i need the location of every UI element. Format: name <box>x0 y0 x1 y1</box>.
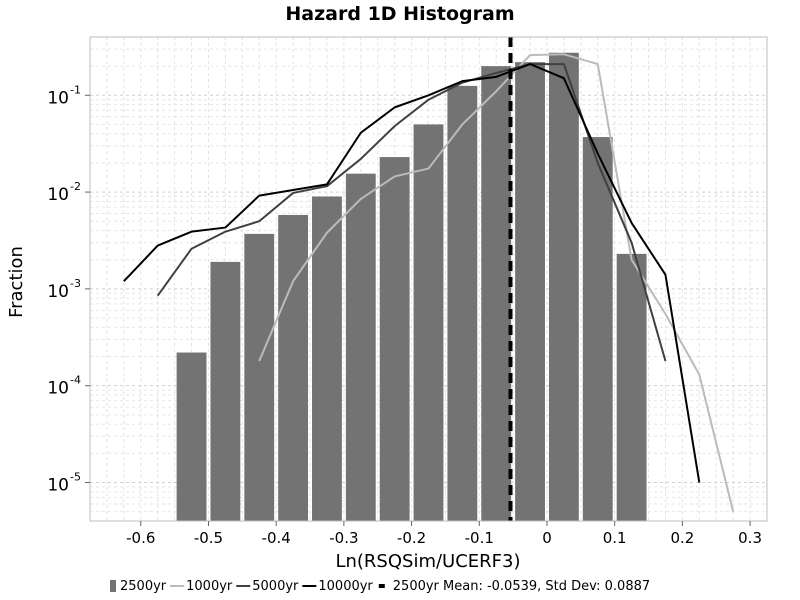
legend-label: 5000yr <box>252 579 299 594</box>
x-axis-label: Ln(RSQSim/UCERF3) <box>335 551 520 572</box>
x-tick-label: -0.6 <box>126 529 155 547</box>
histogram-bar <box>481 66 512 521</box>
y-tick-base: 10 <box>47 475 69 495</box>
y-tick-base: 10 <box>47 185 69 205</box>
x-tick-label: 0 <box>542 529 552 547</box>
x-tick-label: -0.5 <box>194 529 223 547</box>
histogram-bar <box>379 157 410 521</box>
y-tick-base: 10 <box>47 88 69 108</box>
y-tick-exponent: -4 <box>70 374 81 387</box>
legend-label: 10000yr <box>318 579 373 594</box>
histogram-bar <box>278 214 309 521</box>
y-tick-exponent: -3 <box>70 277 81 290</box>
legend-label: 2500yr Mean: -0.0539, Std Dev: 0.0887 <box>393 579 650 594</box>
y-tick-exponent: -2 <box>70 180 81 193</box>
histogram-bar <box>244 233 275 521</box>
y-axis-label: Fraction <box>6 246 27 318</box>
histogram-bar <box>413 124 444 521</box>
y-tick-exponent: -5 <box>70 470 81 483</box>
histogram-bar <box>447 85 478 521</box>
histogram-bar <box>582 137 613 521</box>
histogram-bar <box>210 261 241 521</box>
legend-swatch-bar <box>110 580 116 592</box>
legend: 2500yr 1000yr 5000yr 10000yr 2500yr Mean: -0… <box>110 579 650 594</box>
legend-label: 2500yr <box>120 579 167 594</box>
line-series <box>123 53 735 512</box>
series-line-10000yr <box>123 63 701 483</box>
histogram-bar <box>548 52 579 521</box>
histogram-bar <box>345 173 376 521</box>
x-tick-label: -0.3 <box>329 529 358 547</box>
y-tick-base: 10 <box>47 379 69 399</box>
x-tick-label: 0.3 <box>738 529 762 547</box>
y-axis-ticks: 10-110-210-310-410-5 <box>47 83 90 495</box>
y-tick-exponent: -1 <box>70 83 81 96</box>
x-tick-label: 0.1 <box>603 529 627 547</box>
histogram-bars <box>176 52 647 522</box>
histogram-bar <box>515 62 545 521</box>
x-tick-label: -0.1 <box>465 529 494 547</box>
x-tick-label: -0.2 <box>397 529 426 547</box>
x-axis-ticks: -0.6 -0.5 -0.4 -0.3 -0.2 -0.1 0 0.1 0.2 0.3 <box>126 521 762 547</box>
legend-label: 1000yr <box>186 579 233 594</box>
histogram-bar <box>616 253 647 522</box>
x-tick-label: 0.2 <box>670 529 694 547</box>
series-line-1000yr <box>258 53 735 512</box>
histogram-bar <box>176 352 207 521</box>
y-tick-base: 10 <box>47 282 69 302</box>
chart-title: Hazard 1D Histogram <box>285 3 514 25</box>
histogram-bar <box>312 196 342 521</box>
plot-border <box>89 36 768 522</box>
x-tick-label: -0.4 <box>262 529 291 547</box>
